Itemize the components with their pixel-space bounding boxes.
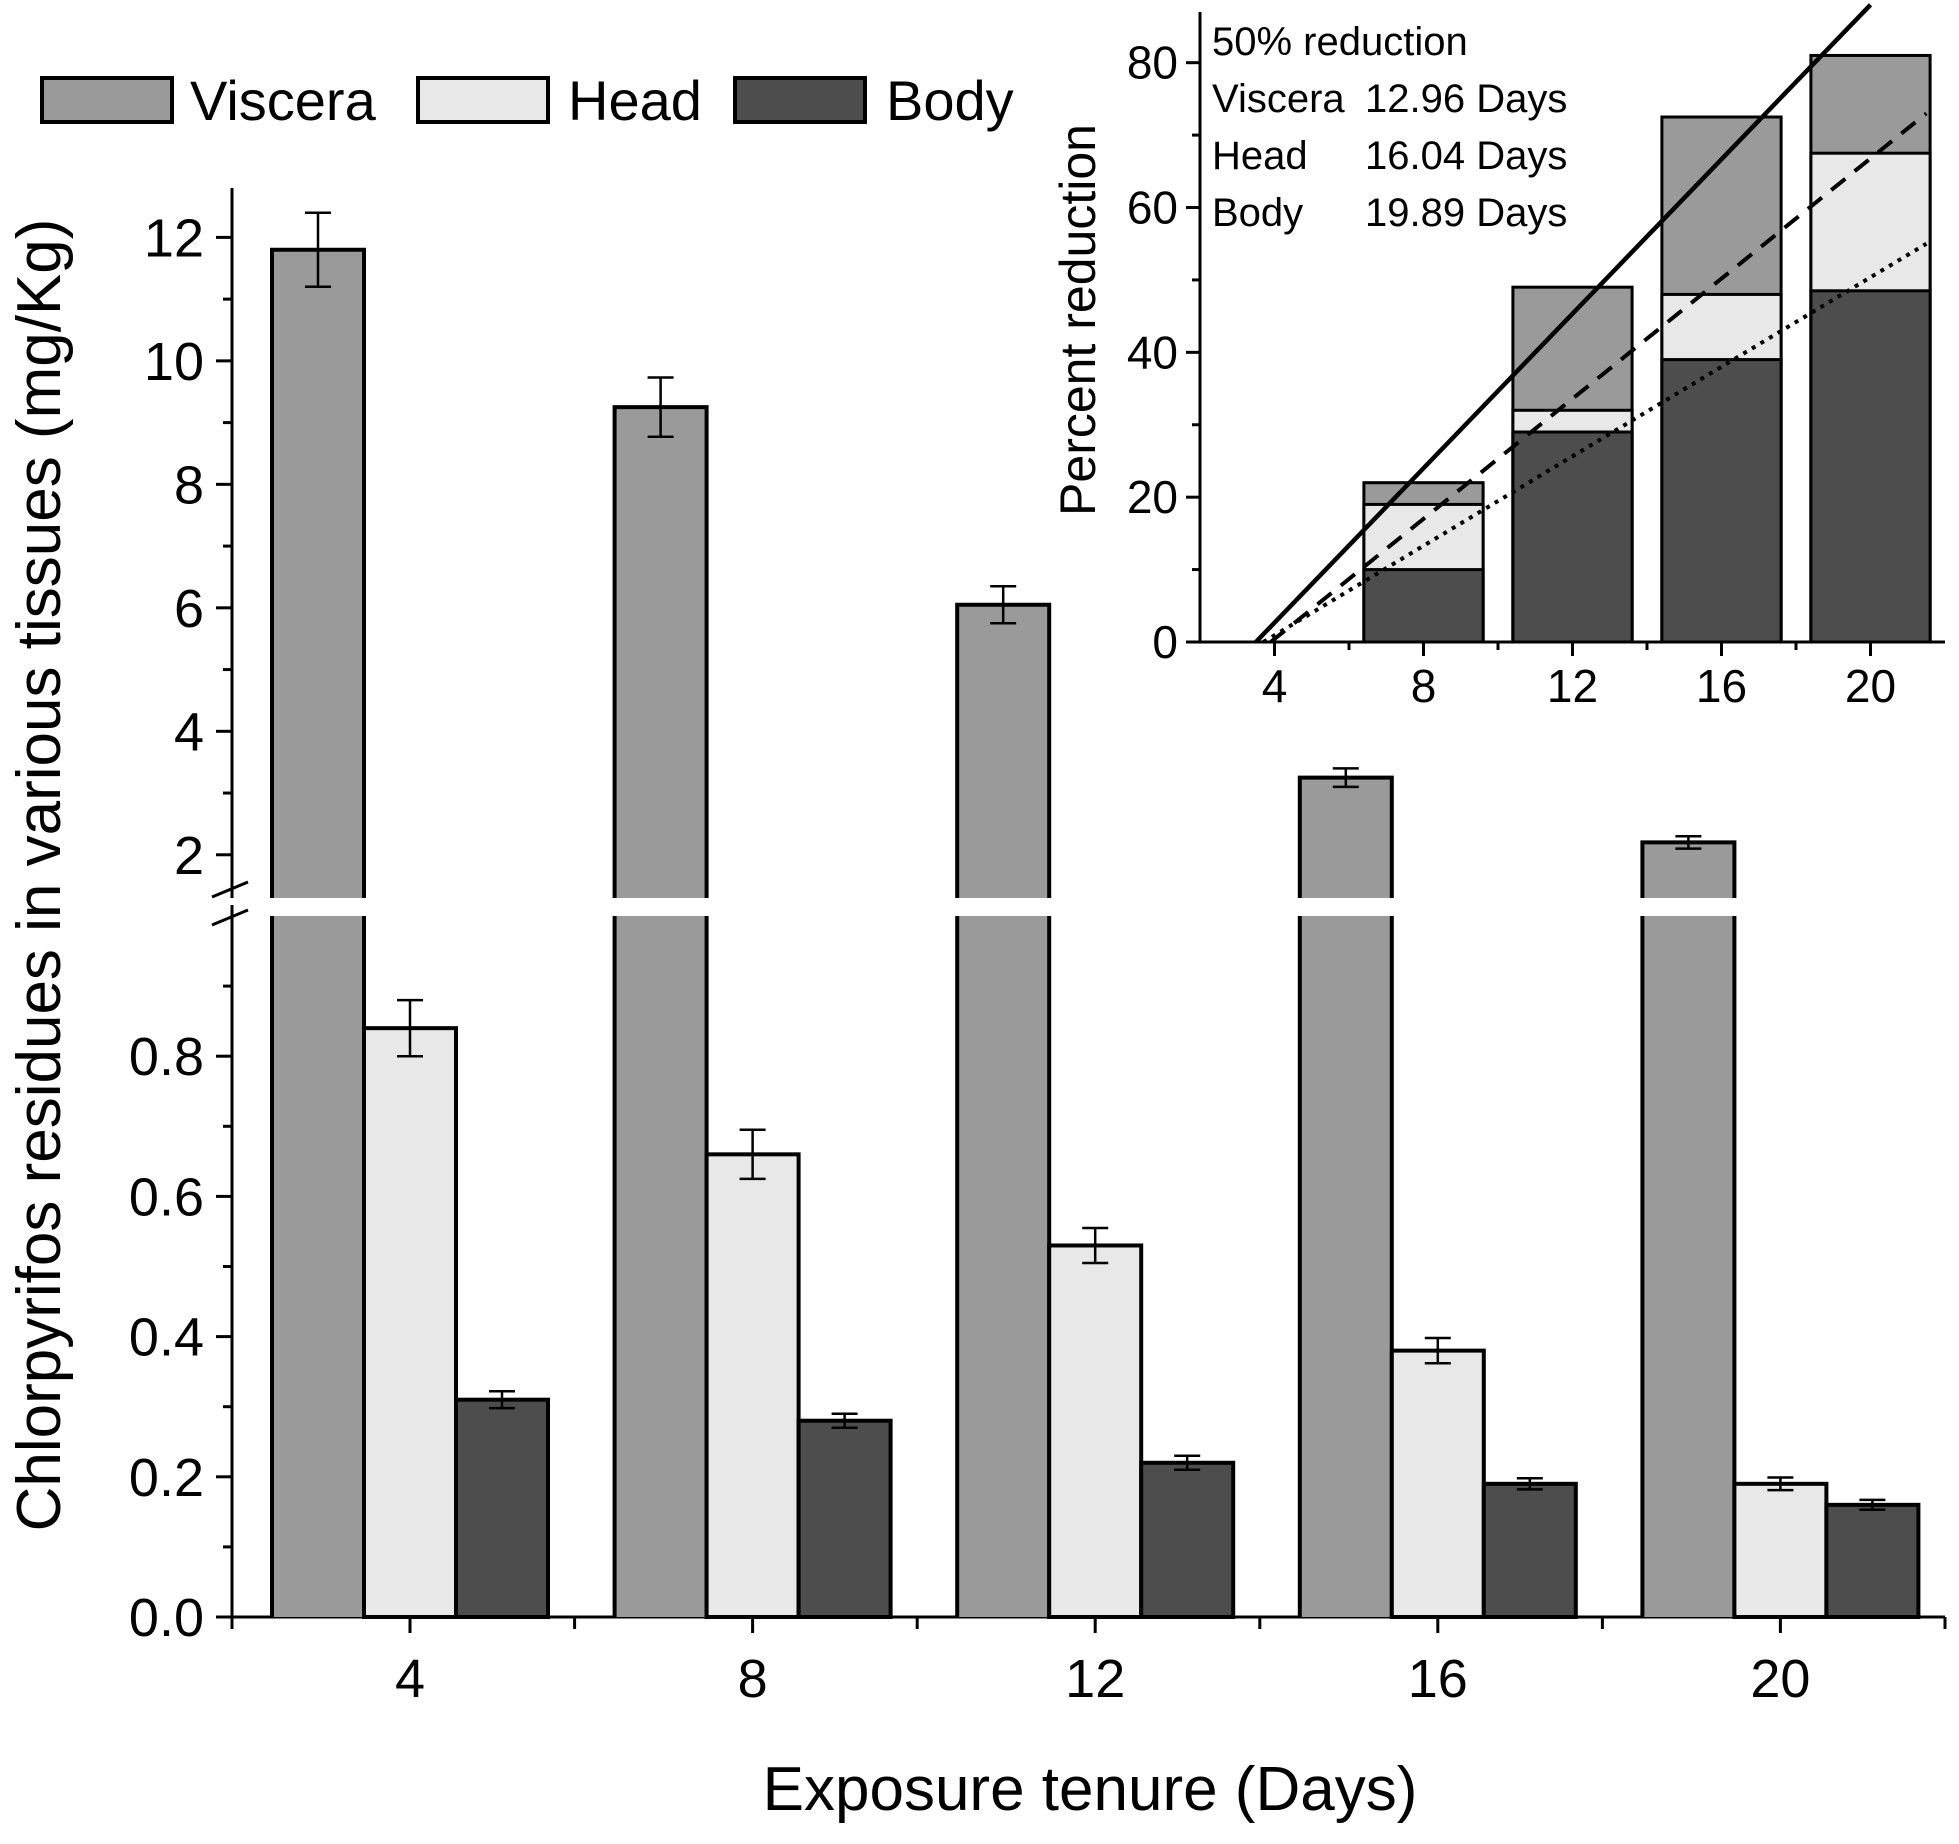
legend-label-head: Head: [568, 69, 702, 132]
inset-y-tick-label-2: 40: [1127, 326, 1178, 378]
bar-viscera-day-8-upper: [614, 407, 707, 898]
main-y-tick-label-upper-1: 4: [174, 702, 204, 762]
main-x-tick-label-20: 20: [1750, 1649, 1810, 1709]
bar-viscera-day-4-upper: [272, 249, 364, 898]
bar-viscera-day-16-upper: [1299, 777, 1392, 898]
axis-break-mark-upper: [211, 880, 249, 899]
bar-head-day-20: [1732, 1481, 1829, 1620]
inset-bar-body-day-16: [1660, 358, 1783, 644]
inset-bar-body-day-8: [1362, 568, 1485, 644]
bar-body-day-12: [1139, 1460, 1236, 1620]
inset-trend-line-head: [1269, 111, 1928, 642]
legend-swatch-head: [416, 76, 550, 124]
inset-annotation-value-body: 19.89 Days: [1365, 191, 1567, 235]
main-y-tick-label-upper-3: 8: [174, 455, 204, 515]
inset-x-tick-label-8: 8: [1411, 660, 1437, 712]
inset-annotation-label-viscera: Viscera: [1212, 77, 1345, 121]
bar-body-day-20: [1824, 1502, 1921, 1619]
inset-bar-body-day-20: [1809, 289, 1932, 644]
inset-bar-body-day-12: [1511, 430, 1634, 644]
inset-y-tick-label-4: 80: [1127, 37, 1178, 89]
inset-annotation-heading: 50% reduction: [1212, 20, 1468, 64]
main-x-tick-label-4: 4: [395, 1649, 425, 1709]
legend-swatch-viscera: [40, 76, 174, 124]
bar-viscera-day-16-lower: [1299, 916, 1392, 1617]
inset-x-tick-label-12: 12: [1547, 660, 1598, 712]
main-x-axis-title: Exposure tenure (Days): [763, 1755, 1418, 1824]
main-y-tick-label-upper-2: 6: [174, 579, 204, 639]
inset-y-tick-label-3: 60: [1127, 182, 1178, 234]
bar-head-day-8: [704, 1152, 801, 1619]
inset-y-axis-title: Percent reduction: [1050, 124, 1106, 516]
bar-body-day-16: [1481, 1481, 1578, 1620]
inset-trend-line-viscera: [1254, 3, 1873, 642]
bar-viscera-day-20-upper: [1642, 842, 1735, 898]
main-y-tick-label-upper-4: 10: [144, 332, 204, 392]
inset-annotation-value-head: 16.04 Days: [1365, 134, 1567, 178]
bar-viscera-day-20-lower: [1642, 916, 1735, 1617]
main-y-tick-label-lower-2: 0.4: [129, 1308, 204, 1368]
main-y-tick-label-lower-1: 0.2: [129, 1448, 204, 1508]
bar-viscera-day-4-lower: [272, 916, 364, 1617]
inset-annotation-value-viscera: 12.96 Days: [1365, 77, 1567, 121]
main-y-tick-label-lower-3: 0.6: [129, 1167, 204, 1227]
legend-swatch-body: [733, 76, 867, 124]
legend-label-body: Body: [886, 69, 1014, 132]
axis-break-mark-lower: [211, 908, 249, 927]
inset-x-tick-label-4: 4: [1262, 660, 1288, 712]
legend-label-viscera: Viscera: [190, 69, 377, 132]
bar-head-day-16: [1389, 1348, 1486, 1619]
main-x-tick-label-16: 16: [1408, 1649, 1468, 1709]
bar-body-day-8: [796, 1418, 893, 1619]
main-y-axis-title: Chlorpyrifos residues in various tissues…: [5, 219, 74, 1532]
inset-x-tick-label-16: 16: [1696, 660, 1747, 712]
inset-annotation-label-head: Head: [1212, 134, 1308, 178]
main-y-tick-label-upper-0: 2: [174, 826, 204, 886]
bar-viscera-day-12-lower: [957, 916, 1050, 1617]
main-x-tick-label-12: 12: [1065, 1649, 1125, 1709]
main-x-tick-label-8: 8: [738, 1649, 768, 1709]
main-y-tick-label-lower-0: 0.0: [129, 1588, 204, 1648]
main-y-tick-label-upper-5: 12: [144, 208, 204, 268]
bar-viscera-day-12-upper: [957, 604, 1050, 898]
bar-body-day-4: [454, 1397, 550, 1619]
bar-head-day-12: [1047, 1243, 1144, 1619]
inset-y-tick-label-1: 20: [1127, 471, 1178, 523]
bar-head-day-4: [362, 1026, 458, 1620]
inset-annotation-label-body: Body: [1212, 191, 1303, 235]
inset-x-tick-label-20: 20: [1845, 660, 1896, 712]
main-y-tick-label-lower-4: 0.8: [129, 1027, 204, 1087]
bar-viscera-day-8-lower: [614, 916, 707, 1617]
inset-y-tick-label-0: 0: [1152, 616, 1178, 668]
